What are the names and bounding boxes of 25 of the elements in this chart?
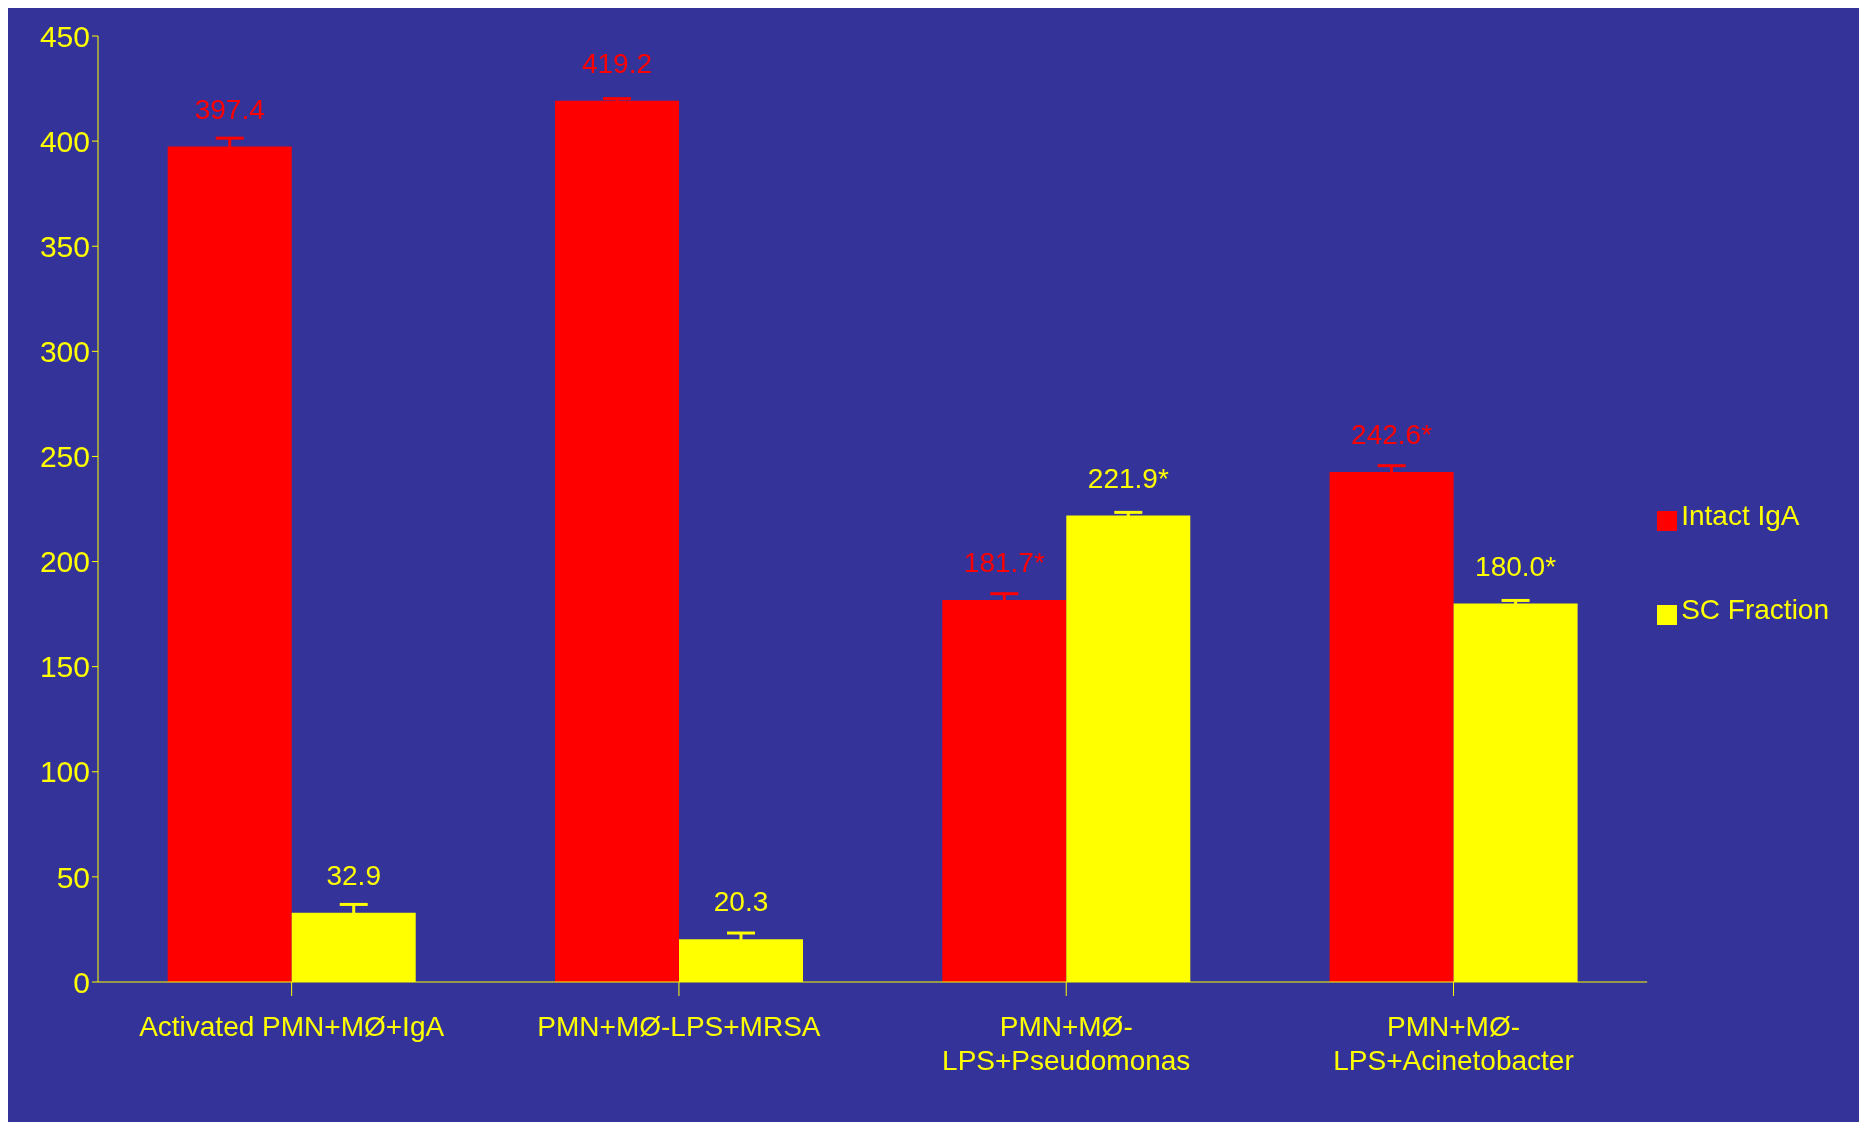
y-tick-label: 0	[73, 965, 90, 999]
x-tick-label: PMN+MØ-LPS+MRSA	[537, 1011, 821, 1042]
data-label: 221.9*	[1087, 462, 1169, 494]
y-tick-label: 400	[39, 124, 90, 158]
data-label: 32.9	[326, 859, 381, 891]
y-tick-label: 100	[39, 755, 90, 789]
data-label: 397.4	[194, 93, 265, 125]
data-label: 181.7*	[963, 547, 1045, 579]
data-label: 180.0*	[1475, 550, 1557, 582]
legend-label: SC Fraction	[1681, 594, 1829, 625]
data-label: 20.3	[713, 886, 769, 918]
y-tick-label: 450	[39, 19, 90, 53]
y-tick-label: 50	[56, 860, 90, 894]
y-tick-label: 250	[39, 440, 90, 474]
x-tick-label: Activated PMN+MØ+IgA	[139, 1011, 445, 1042]
data-label: 242.6*	[1351, 419, 1433, 450]
y-tick-label: 350	[39, 229, 90, 263]
x-tick-label: PMN+MØ-LPS+Pseudomonas	[942, 1011, 1191, 1076]
bar	[555, 100, 680, 982]
legend-label: Intact IgA	[1681, 500, 1800, 531]
y-tick-label: 300	[39, 334, 90, 368]
data-label: 419.2	[581, 47, 653, 79]
y-tick-label: 150	[39, 650, 90, 684]
x-tick-label: PMN+MØ-LPS+Acinetobacter	[1333, 1011, 1574, 1076]
y-tick-label: 200	[39, 545, 90, 579]
